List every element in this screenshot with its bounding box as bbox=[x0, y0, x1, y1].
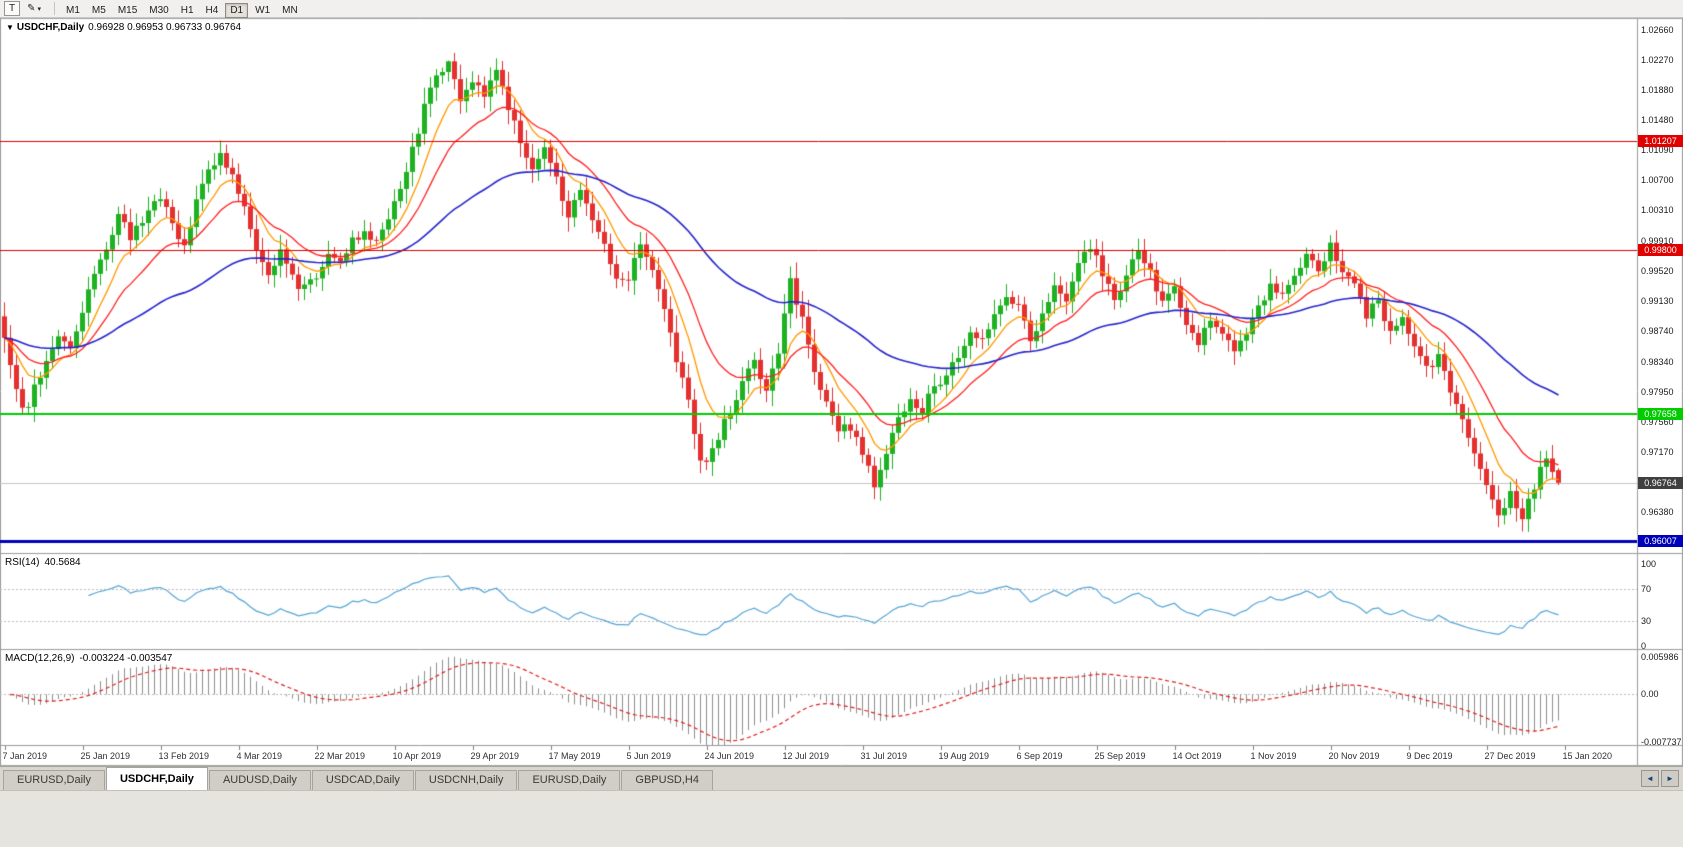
chart-tab-eurusd-daily[interactable]: EURUSD,Daily bbox=[3, 770, 105, 790]
text-tool-button[interactable]: T bbox=[4, 1, 21, 16]
rsi-indicator-header: RSI(14) 40.5684 bbox=[5, 557, 81, 568]
tab-scroll-left-button[interactable]: ◄ bbox=[1641, 770, 1659, 787]
toolbar-separator bbox=[54, 2, 56, 15]
chart-tab-eurusd-daily[interactable]: EURUSD,Daily bbox=[518, 770, 621, 790]
chevron-down-icon: ▾ bbox=[37, 6, 42, 13]
timeframe-button-mn[interactable]: MN bbox=[277, 3, 303, 18]
timeframe-button-w1[interactable]: W1 bbox=[250, 3, 275, 18]
macd-indicator-values: -0.003224 -0.003547 bbox=[79, 653, 173, 664]
draw-tool-button[interactable]: ✎ ▾ bbox=[22, 1, 46, 16]
timeframe-button-m5[interactable]: M5 bbox=[87, 3, 111, 18]
rsi-indicator-value: 40.5684 bbox=[44, 557, 81, 568]
chart-tab-usdchf-daily[interactable]: USDCHF,Daily bbox=[105, 767, 208, 790]
tab-scroll-right-button[interactable]: ► bbox=[1661, 770, 1679, 787]
chart-tab-gbpusd-h4[interactable]: GBPUSD,H4 bbox=[621, 770, 713, 790]
chart-tab-usdcad-daily[interactable]: USDCAD,Daily bbox=[311, 770, 414, 790]
timeframe-button-m30[interactable]: M30 bbox=[144, 3, 173, 18]
chart-header: ▼ USDCHF,Daily 0.96928 0.96953 0.96733 0.9… bbox=[6, 22, 241, 33]
tab-scroll-controls: ◄ ► bbox=[1641, 770, 1683, 790]
chart-tab-bar: EURUSD,Daily USDCHF,Daily AUDUSD,Daily USDC… bbox=[0, 766, 1683, 790]
rsi-indicator-name: RSI(14) bbox=[5, 557, 40, 568]
top-toolbar: T ✎ ▾ M1 M5 M15 M30 H1 H4 D1 W1 MN bbox=[0, 0, 1683, 18]
symbol-period-label: USDCHF,Daily bbox=[16, 22, 85, 33]
chart-tab-audusd-daily[interactable]: AUDUSD,Daily bbox=[208, 770, 311, 790]
chart-tab-usdcnh-daily[interactable]: USDCNH,Daily bbox=[414, 770, 518, 790]
macd-indicator-name: MACD(12,26,9) bbox=[5, 653, 75, 664]
pen-icon: ✎ bbox=[27, 3, 36, 14]
timeframe-button-m1[interactable]: M1 bbox=[61, 3, 85, 18]
one-click-trading-toggle-icon[interactable]: ▼ bbox=[6, 23, 14, 32]
timeframe-button-h1[interactable]: H1 bbox=[176, 3, 199, 18]
ohlc-values: 0.96928 0.96953 0.96733 0.96764 bbox=[88, 22, 242, 33]
macd-indicator-header: MACD(12,26,9) -0.003224 -0.003547 bbox=[5, 653, 172, 664]
timeframe-button-group: M1 M5 M15 M30 H1 H4 D1 W1 MN bbox=[61, 0, 305, 18]
timeframe-button-d1[interactable]: D1 bbox=[225, 2, 249, 18]
timeframe-button-m15[interactable]: M15 bbox=[113, 3, 142, 18]
chart-tabs: EURUSD,Daily USDCHF,Daily AUDUSD,Daily USDC… bbox=[3, 767, 714, 790]
timeframe-button-h4[interactable]: H4 bbox=[201, 3, 224, 18]
